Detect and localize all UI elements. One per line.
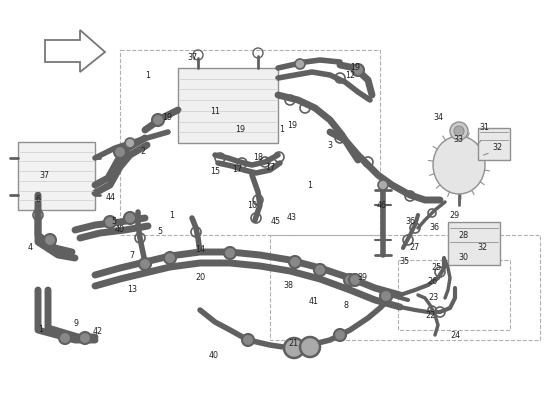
- Text: 41: 41: [309, 298, 319, 306]
- Text: 35: 35: [399, 258, 409, 266]
- Text: 17: 17: [265, 164, 275, 172]
- Text: 1: 1: [169, 210, 174, 220]
- Text: 4: 4: [28, 244, 32, 252]
- Circle shape: [300, 337, 320, 357]
- Text: 19: 19: [287, 120, 297, 130]
- Text: 42: 42: [93, 328, 103, 336]
- Text: 34: 34: [433, 114, 443, 122]
- Circle shape: [289, 256, 301, 268]
- Circle shape: [139, 258, 151, 270]
- Polygon shape: [45, 30, 105, 72]
- Circle shape: [152, 114, 164, 126]
- Text: 38: 38: [283, 280, 293, 290]
- Circle shape: [125, 138, 135, 148]
- Text: 44: 44: [106, 194, 116, 202]
- Circle shape: [295, 59, 305, 69]
- Text: 28: 28: [458, 230, 468, 240]
- Circle shape: [79, 332, 91, 344]
- Text: 27: 27: [410, 244, 420, 252]
- Text: 23: 23: [428, 294, 438, 302]
- Text: 25: 25: [431, 264, 441, 272]
- Circle shape: [104, 216, 116, 228]
- Text: 45: 45: [271, 218, 281, 226]
- Text: 11: 11: [210, 108, 220, 116]
- Circle shape: [114, 146, 126, 158]
- Text: 36: 36: [429, 224, 439, 232]
- Text: 1: 1: [279, 126, 284, 134]
- Text: 9: 9: [74, 318, 79, 328]
- Text: 31: 31: [479, 124, 489, 132]
- Circle shape: [349, 274, 361, 286]
- Text: 1: 1: [39, 326, 43, 334]
- Circle shape: [284, 338, 304, 358]
- Text: 2: 2: [140, 148, 146, 156]
- Circle shape: [59, 332, 71, 344]
- Text: 30: 30: [458, 254, 468, 262]
- Text: 8: 8: [344, 300, 349, 310]
- Circle shape: [450, 122, 468, 140]
- Text: 24: 24: [450, 330, 460, 340]
- Circle shape: [242, 334, 254, 346]
- Text: 6: 6: [36, 196, 41, 204]
- Text: 32: 32: [477, 244, 487, 252]
- Text: 21: 21: [288, 338, 298, 348]
- Text: 36: 36: [405, 218, 415, 226]
- Polygon shape: [478, 128, 510, 160]
- Circle shape: [314, 264, 326, 276]
- Text: 29: 29: [450, 210, 460, 220]
- Circle shape: [124, 212, 136, 224]
- Circle shape: [164, 252, 176, 264]
- Text: 14: 14: [195, 246, 205, 254]
- Text: 5: 5: [112, 218, 117, 226]
- Text: 10: 10: [247, 200, 257, 210]
- Text: 37: 37: [187, 54, 197, 62]
- Text: 39: 39: [357, 274, 367, 282]
- Text: 40: 40: [115, 226, 125, 234]
- Circle shape: [334, 329, 346, 341]
- Text: 12: 12: [345, 70, 355, 80]
- Text: 33: 33: [453, 136, 463, 144]
- Circle shape: [352, 64, 364, 76]
- Text: 1: 1: [307, 180, 312, 190]
- Text: 3: 3: [327, 140, 333, 150]
- Circle shape: [378, 180, 388, 190]
- Text: 15: 15: [210, 168, 220, 176]
- Polygon shape: [448, 222, 500, 265]
- Text: 40: 40: [209, 350, 219, 360]
- Text: 13: 13: [127, 286, 137, 294]
- Text: 19: 19: [162, 114, 172, 122]
- Text: 17: 17: [232, 166, 242, 174]
- Circle shape: [224, 247, 236, 259]
- Text: 37: 37: [39, 170, 49, 180]
- Text: 20: 20: [195, 274, 205, 282]
- Text: 5: 5: [157, 228, 163, 236]
- Text: 19: 19: [350, 64, 360, 72]
- Text: 18: 18: [253, 154, 263, 162]
- Polygon shape: [18, 142, 95, 210]
- Circle shape: [344, 274, 356, 286]
- Text: 26: 26: [427, 278, 437, 286]
- Text: 19: 19: [235, 126, 245, 134]
- Text: 7: 7: [129, 250, 135, 260]
- Ellipse shape: [433, 136, 485, 194]
- Text: 43: 43: [287, 214, 297, 222]
- Circle shape: [380, 290, 392, 302]
- Text: 32: 32: [492, 144, 502, 152]
- Text: 22: 22: [425, 310, 435, 320]
- Text: 46: 46: [377, 200, 387, 210]
- Circle shape: [44, 234, 56, 246]
- Polygon shape: [178, 68, 278, 143]
- Text: 1: 1: [146, 70, 151, 80]
- Circle shape: [454, 126, 464, 136]
